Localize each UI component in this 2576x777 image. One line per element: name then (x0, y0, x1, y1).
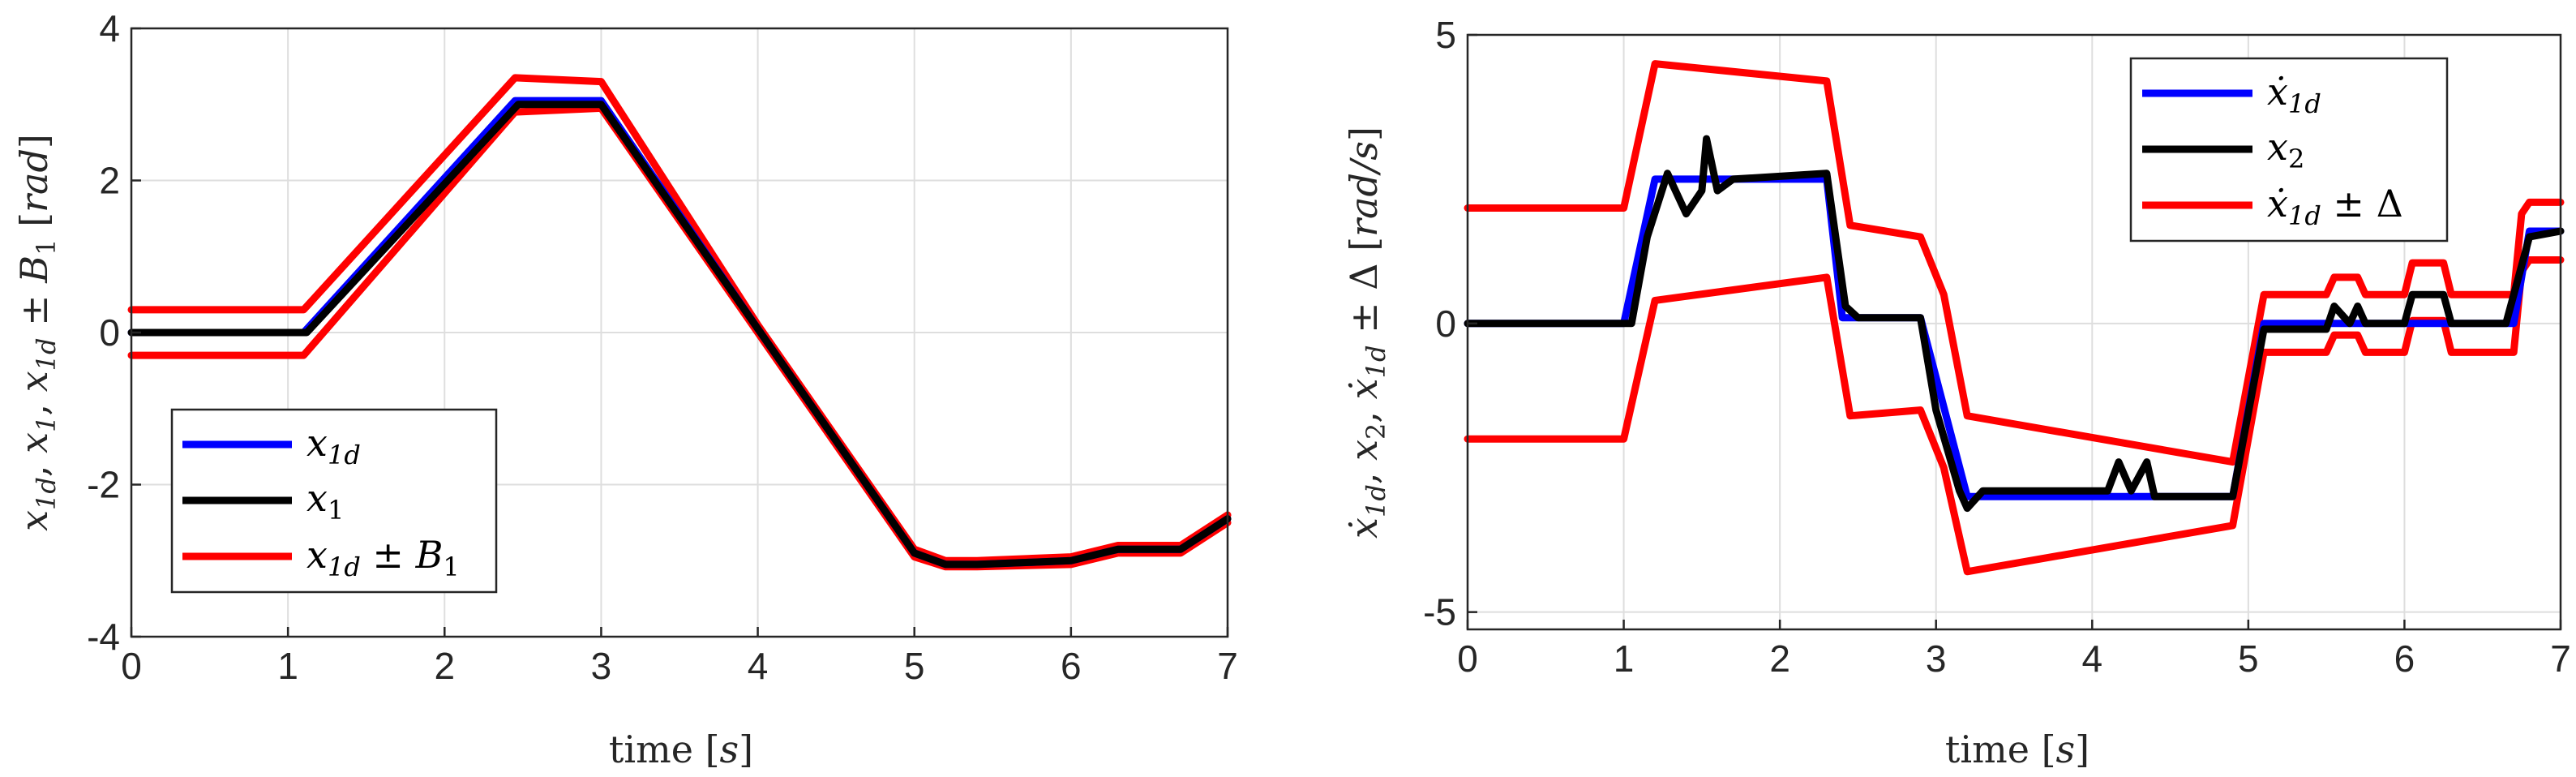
right-ticks: 0 1 2 3 4 5 6 7-505 (1423, 14, 2571, 680)
right-ytick-label-1: 0 (1435, 303, 1456, 345)
left-ylabel-x1: x (12, 432, 56, 453)
right-xtick-label-2: 2 (1769, 637, 1790, 680)
right-xlabel-word: time [ (1945, 728, 2056, 771)
right-ylabel-pm: ± Δ [ (1342, 237, 1386, 346)
right-y-axis-label: ẋ1d, x2, ẋ1d ± Δ [rad/s] (1342, 127, 1391, 539)
left-ylabel-sub1: 1d (31, 477, 62, 510)
left-ylabel-sub4: 1 (31, 239, 62, 255)
left-ytick-label-1: -2 (87, 464, 120, 506)
right-xtick-label-7: 7 (2550, 637, 2571, 680)
left-ylabel-unit: [ (12, 212, 56, 239)
right-xlabel-unit: s (2056, 728, 2076, 771)
left-ylabel-x1d: x (12, 510, 56, 531)
right-ylabel-xdot1: ẋ (1342, 517, 1386, 539)
left-ylabel-comma2: , (12, 392, 56, 415)
right-xtick-label-4: 4 (2081, 637, 2102, 680)
left-xlabel-word: time [ (609, 728, 720, 771)
left-legend-label-bound: x1d ± B1 (306, 533, 460, 582)
left-y-axis-label: x1d, x1, x1d ± B1 [rad] (12, 134, 62, 531)
left-ytick-label-0: -4 (87, 616, 120, 658)
right-xtick-label-0: 0 (1457, 637, 1478, 680)
right-xtick-label-3: 3 (1926, 637, 1947, 680)
left-xtick-label-3: 3 (591, 645, 612, 687)
left-xtick-label-0: 0 (121, 645, 142, 687)
left-series-1 (127, 101, 1232, 569)
left-ytick-label-3: 2 (99, 160, 120, 202)
left-series (127, 74, 1232, 571)
left-xlabel-unit: s (720, 728, 739, 771)
left-xtick-label-7: 7 (1217, 645, 1238, 687)
right-series-2 (1464, 60, 2565, 466)
left-ylabel-sub2: 1 (31, 416, 62, 432)
left-ylabel-pm: ± (12, 283, 56, 338)
left-xtick-label-5: 5 (904, 645, 925, 687)
right-series-2-lower (1464, 256, 2565, 576)
left-xtick-label-1: 1 (277, 645, 298, 687)
left-xtick-label-6: 6 (1061, 645, 1082, 687)
left-ytick-label-4: 4 (99, 7, 120, 49)
right-ylabel-x2: x (1342, 440, 1386, 461)
left-ylabel-comma1: , (12, 453, 56, 477)
chart-right: 0 1 2 3 4 5 6 7-505 time [s] ẋ1d, x2, ẋ1d ± Δ [… (1342, 14, 2571, 771)
right-x-axis-label: time [s] (1945, 728, 2090, 771)
left-xlabel-close: ] (739, 728, 753, 771)
right-xtick-label-1: 1 (1614, 637, 1635, 680)
left-xtick-label-4: 4 (748, 645, 769, 687)
right-ylabel-xdot2: ẋ (1342, 378, 1386, 399)
right-series (1464, 60, 2565, 576)
right-ylabel-comma2: , (1342, 399, 1386, 423)
right-ytick-label-0: -5 (1423, 591, 1456, 633)
right-plot-frame (1466, 33, 2562, 631)
right-legend: ẋ1d x2 ẋ1d ± Δ (2129, 57, 2449, 243)
right-ytick-label-2: 5 (1435, 14, 1456, 56)
left-x-axis-label: time [s] (609, 728, 753, 771)
left-ylabel-x1d-b: x (12, 371, 56, 392)
right-ylabel-sub1: 1d (1361, 484, 1391, 517)
left-ytick-label-2: 0 (99, 311, 120, 354)
right-ylabel-comma1: , (1342, 461, 1386, 484)
right-ylabel-sub2: 2 (1361, 423, 1391, 440)
right-legend-label-bound: ẋ1d ± Δ (2267, 182, 2403, 231)
left-xtick-label-2: 2 (434, 645, 455, 687)
right-xtick-label-6: 6 (2394, 637, 2415, 680)
right-xtick-label-5: 5 (2238, 637, 2259, 680)
right-ylabel-sub3: 1d (1361, 346, 1391, 379)
left-ylabel-rad: rad (12, 148, 56, 212)
right-ylabel-close: ] (1342, 127, 1386, 141)
left-legend: x1d x1 x1d ± B1 (170, 408, 498, 594)
left-ylabel-close: ] (12, 134, 56, 148)
right-series-1 (1464, 135, 2565, 513)
right-ylabel-rads: rad/s (1342, 141, 1386, 237)
left-ylabel-B: B (12, 255, 56, 284)
left-ylabel-sub3: 1d (31, 337, 62, 371)
right-xlabel-close: ] (2075, 728, 2090, 771)
left-ticks: 0 1 2 3 4 5 6 7 -4 -2 0 2 4 (87, 7, 1238, 687)
